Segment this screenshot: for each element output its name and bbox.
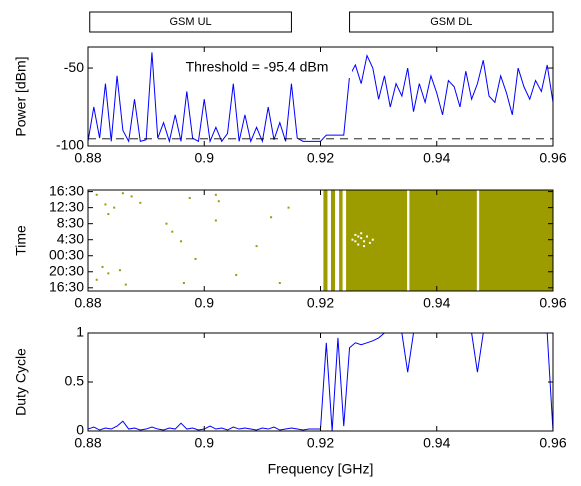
occupancy-dot — [270, 216, 273, 219]
occupied-span — [323, 190, 328, 291]
occupancy-dot — [130, 195, 133, 198]
occupancy-dot — [351, 238, 354, 241]
occupancy-dot — [255, 245, 258, 248]
band-label: GSM DL — [430, 16, 472, 28]
x-tick-label: 0.92 — [307, 150, 334, 166]
y-tick-label: 16:30 — [49, 278, 84, 294]
x-tick-label: 0.96 — [539, 150, 566, 166]
occupancy-dot — [363, 240, 366, 243]
occupancy-dot — [95, 278, 98, 281]
y-tick-label: 12:30 — [49, 198, 84, 214]
x-tick-label: 0.96 — [539, 435, 566, 451]
band-box — [349, 11, 554, 33]
x-tick-label: 0.94 — [423, 150, 450, 166]
threshold-label-bg — [162, 58, 352, 78]
x-tick-label: 0.94 — [423, 435, 450, 451]
y-tick-label: -100 — [56, 137, 84, 153]
occupancy-dot — [354, 233, 357, 236]
x-axis-label: Frequency [GHz] — [268, 461, 374, 477]
x-tick-label: 0.88 — [74, 435, 101, 451]
occupancy-dot — [107, 213, 110, 216]
x-tick-label: 0.96 — [539, 295, 566, 311]
occupancy-dot — [368, 241, 371, 244]
y-axis-label: Time — [13, 225, 29, 256]
x-tick-label: 0.92 — [307, 435, 334, 451]
x-tick-label: 0.9 — [195, 295, 215, 311]
occupancy-dot — [278, 281, 281, 284]
y-tick-label: 00:30 — [49, 246, 84, 262]
occupancy-dot — [121, 192, 124, 195]
x-tick-label: 0.88 — [74, 295, 101, 311]
occupancy-dot — [371, 238, 374, 241]
occupancy-dot — [287, 206, 290, 209]
occupancy-dot — [171, 230, 174, 233]
x-tick-label: 0.9 — [195, 150, 215, 166]
band-box — [89, 11, 292, 33]
threshold-label: Threshold = -95.4 dBm — [186, 59, 329, 75]
occupancy-dot — [366, 235, 368, 238]
y-tick-label: 16:30 — [49, 182, 84, 198]
occupancy-dot — [165, 222, 168, 225]
y-axis-label: Power [dBm] — [13, 56, 29, 136]
occupancy-dot — [101, 265, 104, 268]
occupancy-dot — [194, 257, 197, 260]
y-axis-label: Duty Cycle — [13, 348, 29, 416]
y-tick-label: -50 — [64, 59, 84, 75]
x-tick-label: 0.9 — [195, 435, 215, 451]
occupancy-dot — [95, 193, 98, 196]
x-tick-label: 0.94 — [423, 295, 450, 311]
occupancy-dot — [107, 272, 110, 275]
occupancy-dot — [124, 283, 127, 286]
x-tick-label: 0.88 — [74, 150, 101, 166]
occupancy-dot — [139, 201, 142, 204]
occupied-span — [409, 190, 477, 291]
occupancy-dot — [182, 281, 185, 284]
x-tick-label: 0.92 — [307, 295, 334, 311]
occupancy-dot — [214, 219, 217, 222]
occupancy-dot — [360, 237, 363, 240]
y-tick-label: 0.5 — [65, 373, 85, 389]
occupancy-dot — [113, 206, 116, 209]
occupied-span — [330, 190, 336, 291]
band-label: GSM UL — [169, 16, 211, 28]
occupancy-dot — [180, 240, 182, 243]
occupancy-dot — [357, 243, 360, 246]
y-tick-label: 4:30 — [57, 230, 84, 246]
occupancy-dot — [104, 203, 107, 206]
occupancy-dot — [118, 269, 121, 272]
occupied-span — [479, 190, 553, 291]
y-tick-label: 0 — [76, 422, 84, 438]
occupancy-dot — [217, 200, 220, 203]
occupancy-dot — [214, 193, 217, 196]
occupancy-dot — [354, 240, 357, 243]
y-tick-label: 8:30 — [57, 214, 84, 230]
plot-area — [88, 333, 553, 431]
occupancy-dot — [363, 245, 366, 248]
occupancy-dot — [360, 232, 363, 235]
occupancy-dot — [235, 273, 238, 276]
occupied-span — [339, 190, 343, 291]
y-tick-label: 1 — [76, 324, 84, 340]
occupancy-dot — [188, 197, 191, 200]
y-tick-label: 20:30 — [49, 262, 84, 278]
occupancy-dot — [357, 235, 360, 238]
